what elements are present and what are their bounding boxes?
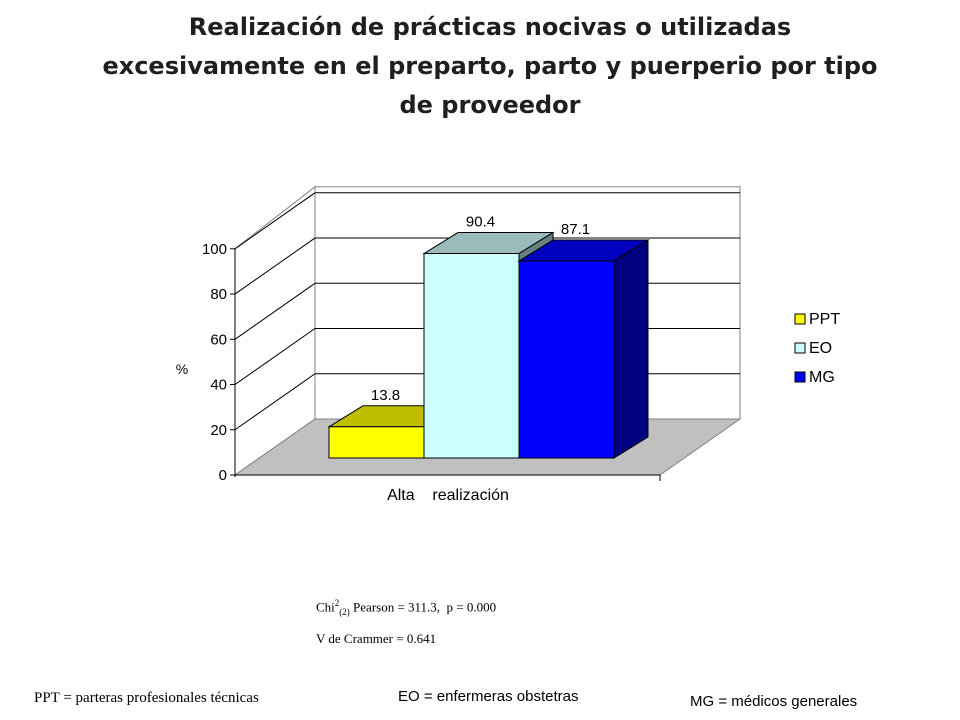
legend-label-eo: EO [809, 340, 832, 357]
y-tick-label: 40 [210, 377, 227, 394]
footnote-eo: EO = enfermeras obstetras [398, 688, 579, 705]
y-axis: 0 20 40 60 80 100 [202, 241, 661, 484]
y-axis-label: % [176, 361, 188, 377]
chi-superscript: 2 [334, 598, 340, 608]
bar-side-mg [613, 239, 649, 459]
bar-mg [518, 260, 615, 459]
legend: PPT EO MG [782, 303, 882, 393]
legend-swatch-mg [794, 371, 806, 383]
cramer-statistic: V de Crammer = 0.641 [316, 631, 437, 646]
data-label-eo: 90.4 [466, 214, 495, 231]
bars [327, 231, 650, 459]
y-tick-label: 20 [210, 422, 227, 439]
footnote-ppt: PPT = parteras profesionales técnicas [34, 690, 259, 706]
bar-chart-3d: 0 20 40 60 80 100 13.8 90.4 87.1 % Alta realiza… [175, 185, 882, 504]
legend-label-mg: MG [809, 369, 835, 386]
bar-ppt [328, 426, 425, 459]
legend-swatch-ppt [794, 313, 806, 325]
chi-prefix: Chi [316, 599, 335, 615]
chart-title: Realización de prácticas nocivas o utili… [102, 13, 878, 119]
data-label-ppt: 13.8 [371, 387, 400, 404]
x-category-label: Alta realización [387, 487, 509, 504]
data-label-mg: 87.1 [561, 221, 590, 238]
chi-subscript: (2) [339, 606, 350, 617]
legend-label-ppt: PPT [809, 311, 840, 328]
gridline [234, 237, 740, 295]
chi-square-statistic: Chi2(2) Pearson = 311.3, p = 0.000 [316, 598, 496, 617]
data-labels: 13.8 90.4 87.1 [371, 214, 590, 404]
y-tick-label: 100 [202, 241, 227, 258]
chi-rest: Pearson = 311.3, p = 0.000 [349, 599, 497, 615]
legend-swatch-eo [794, 342, 806, 354]
y-tick-label: 0 [219, 467, 227, 484]
y-tick-label: 80 [210, 286, 227, 303]
gridline [234, 192, 740, 250]
bar-eo [423, 253, 520, 459]
footnote-mg: MG = médicos generales [690, 693, 858, 710]
y-tick-label: 60 [210, 331, 227, 348]
